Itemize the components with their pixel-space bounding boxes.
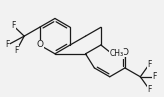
Text: F: F [14, 46, 19, 55]
Text: F: F [147, 85, 151, 94]
Text: F: F [6, 40, 10, 49]
Text: O: O [122, 48, 128, 57]
Text: F: F [11, 21, 15, 30]
Text: F: F [152, 72, 157, 81]
Text: F: F [147, 60, 151, 69]
Text: CH₃: CH₃ [109, 49, 123, 58]
Text: O: O [36, 40, 43, 49]
